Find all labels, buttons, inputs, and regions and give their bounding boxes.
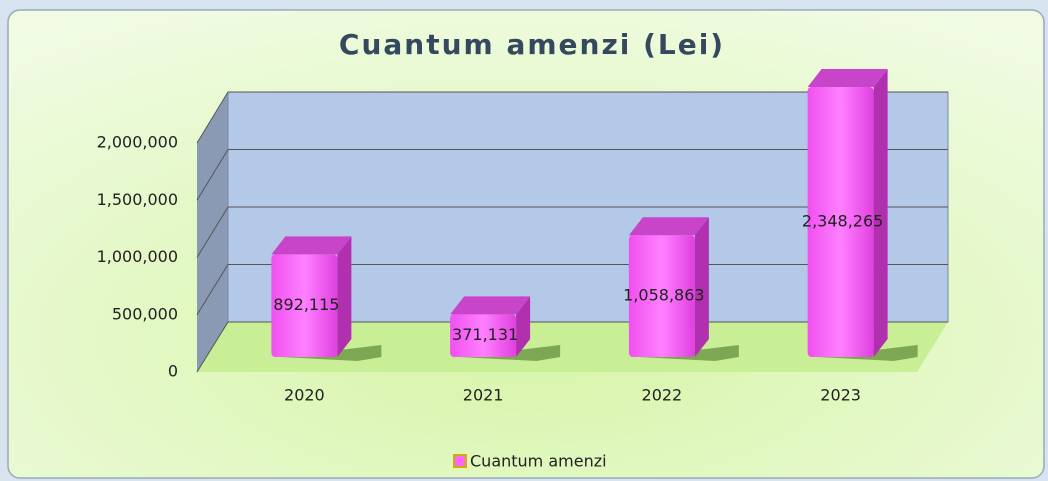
value-label: 892,115 bbox=[273, 295, 339, 314]
side-grid-line bbox=[196, 91, 229, 144]
x-tick-label: 2023 bbox=[820, 386, 861, 405]
value-label: 371,131 bbox=[452, 325, 518, 344]
value-label: 2,348,265 bbox=[802, 211, 883, 230]
bar bbox=[807, 86, 874, 357]
bar bbox=[450, 314, 517, 357]
bar-side bbox=[516, 296, 531, 357]
y-tick-label: 2,000,000 bbox=[97, 133, 178, 152]
bar-side bbox=[873, 68, 888, 357]
x-tick-label: 2022 bbox=[642, 386, 683, 405]
legend-swatch bbox=[453, 454, 467, 468]
y-tick-label: 0 bbox=[168, 362, 178, 381]
bar bbox=[628, 235, 695, 357]
bar-top bbox=[450, 296, 531, 315]
side-grid-line bbox=[196, 149, 229, 201]
bar bbox=[271, 254, 338, 357]
bar-top bbox=[271, 236, 352, 255]
y-tick-label: 1,000,000 bbox=[97, 247, 178, 266]
y-tick-label: 500,000 bbox=[112, 304, 178, 323]
bar-top bbox=[807, 68, 888, 87]
bar-top bbox=[628, 217, 709, 236]
y-tick-label: 1,500,000 bbox=[97, 190, 178, 209]
value-label: 1,058,863 bbox=[623, 286, 704, 305]
legend-label: Cuantum amenzi bbox=[470, 452, 607, 471]
plot: 0 500,000 1,000,000 1,500,000 2,000,000 2020 8… bbox=[97, 68, 948, 405]
floor bbox=[197, 322, 948, 372]
side-grid-line bbox=[196, 264, 229, 316]
chart-title: Cuantum amenzi (Lei) bbox=[339, 28, 725, 61]
x-tick-label: 2021 bbox=[463, 386, 504, 405]
side-grid-line bbox=[196, 206, 229, 258]
side-grid-line bbox=[196, 321, 229, 373]
bar-side bbox=[337, 236, 352, 357]
bar-side bbox=[694, 217, 709, 357]
x-tick-label: 2020 bbox=[284, 386, 325, 405]
